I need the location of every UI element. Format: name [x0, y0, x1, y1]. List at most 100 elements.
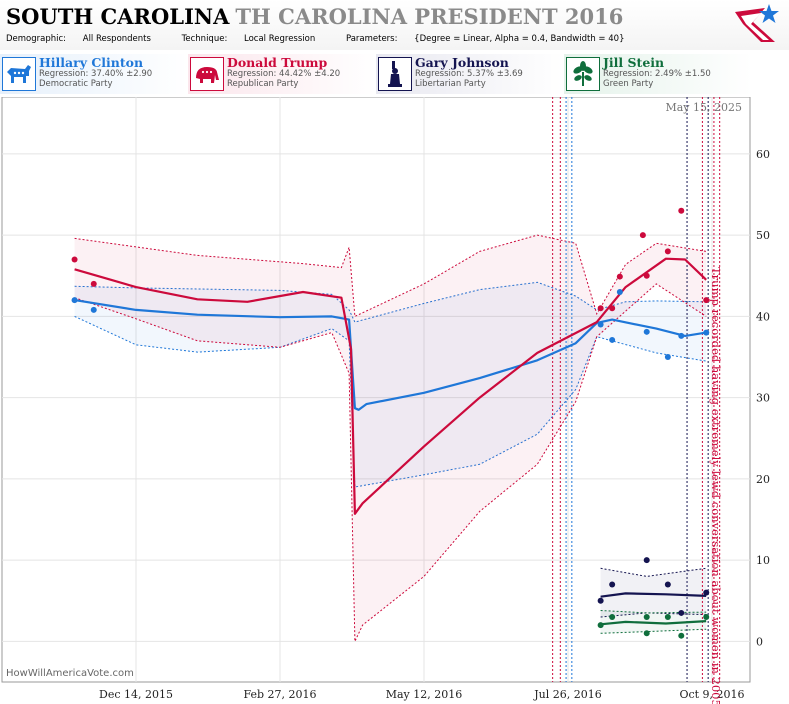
candidate-name: Donald Trump: [227, 55, 328, 70]
race-title: TH CAROLINA PRESIDENT 2016: [235, 4, 624, 29]
poll-point: [664, 581, 671, 588]
poll-point: [664, 248, 671, 255]
technique-value: Local Regression: [244, 34, 316, 44]
y-tick-label: 40: [756, 310, 770, 323]
poll-point: [664, 614, 671, 620]
regression-line: [74, 299, 707, 411]
poll-point: [643, 272, 650, 279]
candidate-party: Green Party: [603, 79, 654, 89]
poll-point: [609, 614, 616, 620]
event-markers: [552, 97, 721, 682]
y-tick-label: 10: [756, 554, 770, 567]
regression-line: [600, 592, 707, 598]
lower-bound-line: [74, 283, 707, 642]
x-tick-label: Feb 27, 2016: [243, 688, 316, 701]
leaf-icon: [566, 57, 600, 91]
poll-point: [71, 256, 78, 263]
candidate-regression: Regression: 44.42% ±4.20: [227, 69, 341, 79]
technique: Technique: Local Regression: [182, 34, 330, 44]
candidate-party: Republican Party: [227, 79, 299, 89]
watermark: HowWillAmericaVote.com: [6, 668, 134, 679]
poll-point: [643, 557, 650, 564]
candidate-johnson: Gary Johnson Regression: 5.37% ±3.69 Lib…: [376, 54, 564, 94]
demographic-value: All Respondents: [82, 34, 151, 44]
confidence-band: [74, 235, 707, 642]
poll-point: [616, 273, 623, 280]
poll-point: [678, 609, 685, 616]
flag-logo-icon: [735, 4, 779, 42]
confidence-band: [600, 610, 707, 634]
candidate-party: Democratic Party: [39, 79, 113, 89]
chart-axes: 0 10 20 30 40 50 60 Dec 14, 2015 Feb 27, 2016 May…: [99, 148, 770, 701]
chart-date-label: May 15, 2025: [665, 101, 742, 114]
parameters-value: {Degree = Linear, Alpha = 0.4, Bandwidth…: [414, 34, 625, 44]
candidate-name: Gary Johnson: [415, 55, 509, 70]
y-tick-label: 30: [756, 392, 770, 405]
poll-point: [639, 232, 646, 239]
parameters-line: Demographic: All Respondents Technique: …: [6, 34, 652, 44]
candidate-clinton: Hillary Clinton Regression: 37.40% ±2.90…: [0, 54, 188, 94]
x-tick-label: May 12, 2016: [386, 688, 463, 701]
state-title: SOUTH CAROLINA: [6, 4, 230, 29]
plot-area: [1, 97, 751, 683]
confidence-band: [74, 282, 707, 487]
poll-point: [71, 297, 78, 304]
poll-point: [678, 632, 685, 639]
poll-point: [609, 305, 616, 312]
poll-point: [616, 289, 623, 295]
parameters: Parameters: {Degree = Linear, Alpha = 0.…: [346, 34, 639, 44]
donkey-icon: [2, 57, 36, 91]
candidate-stein: Jill Stein Regression: 2.49% ±1.50 Green…: [564, 54, 752, 94]
demographic-label: Demographic:: [6, 34, 67, 44]
upper-bound-line: [74, 234, 707, 318]
poll-point: [609, 336, 616, 343]
candidate-regression: Regression: 2.49% ±1.50: [603, 69, 711, 79]
candidate-party: Libertarian Party: [415, 79, 486, 89]
poll-point: [597, 321, 604, 328]
regression-lines: [74, 257, 707, 626]
poll-point: [597, 305, 604, 312]
x-tick-label: Dec 14, 2015: [99, 688, 173, 701]
poll-chart: 0 10 20 30 40 50 60 Dec 14, 2015 Feb 27, 2016 May…: [1, 97, 770, 704]
y-tick-label: 0: [756, 635, 763, 648]
x-tick-label: Oct 9, 2016: [679, 688, 744, 701]
demographic: Demographic: All Respondents: [6, 34, 165, 44]
upper-bound-line: [74, 281, 707, 323]
regression-line: [74, 257, 707, 515]
candidate-name: Hillary Clinton: [39, 55, 144, 70]
candidate-regression: Regression: 5.37% ±3.69: [415, 69, 523, 79]
candidate-regression: Regression: 37.40% ±2.90: [39, 69, 153, 79]
y-tick-label: 20: [756, 473, 770, 486]
chart-grid: [1, 97, 751, 683]
poll-point: [678, 332, 685, 339]
elephant-icon: [190, 57, 224, 91]
poll-point: [703, 589, 710, 596]
poll-points: [71, 207, 710, 639]
poll-point: [678, 207, 685, 214]
lower-bound-line: [74, 315, 707, 488]
y-tick-label: 60: [756, 148, 770, 161]
technique-label: Technique:: [181, 34, 228, 44]
poll-point: [703, 614, 710, 620]
poll-point: [609, 581, 616, 588]
candidate-trump: Donald Trump Regression: 44.42% ±4.20 Re…: [188, 54, 376, 94]
poll-point: [597, 597, 604, 604]
lower-bound-line: [600, 628, 707, 634]
liberty-statue-icon: [378, 57, 412, 91]
confidence-band: [600, 568, 707, 617]
event-annotation: Trump recorded having extremely lewd con…: [709, 267, 723, 704]
poll-point: [597, 622, 604, 629]
upper-bound-line: [600, 610, 707, 614]
y-tick-label: 50: [756, 229, 770, 242]
x-tick-label: Jul 26, 2016: [533, 688, 602, 701]
candidate-legend: Hillary Clinton Regression: 37.40% ±2.90…: [0, 54, 789, 94]
poll-point: [703, 329, 710, 336]
confidence-bands: [74, 234, 707, 642]
poll-point: [643, 328, 650, 335]
poll-point: [90, 280, 97, 287]
poll-point: [90, 306, 97, 313]
header: SOUTH CAROLINA TH CAROLINA PRESIDENT 2016…: [0, 0, 789, 50]
regression-line: [600, 620, 707, 626]
parameters-label: Parameters:: [345, 34, 398, 44]
poll-point: [664, 354, 671, 360]
